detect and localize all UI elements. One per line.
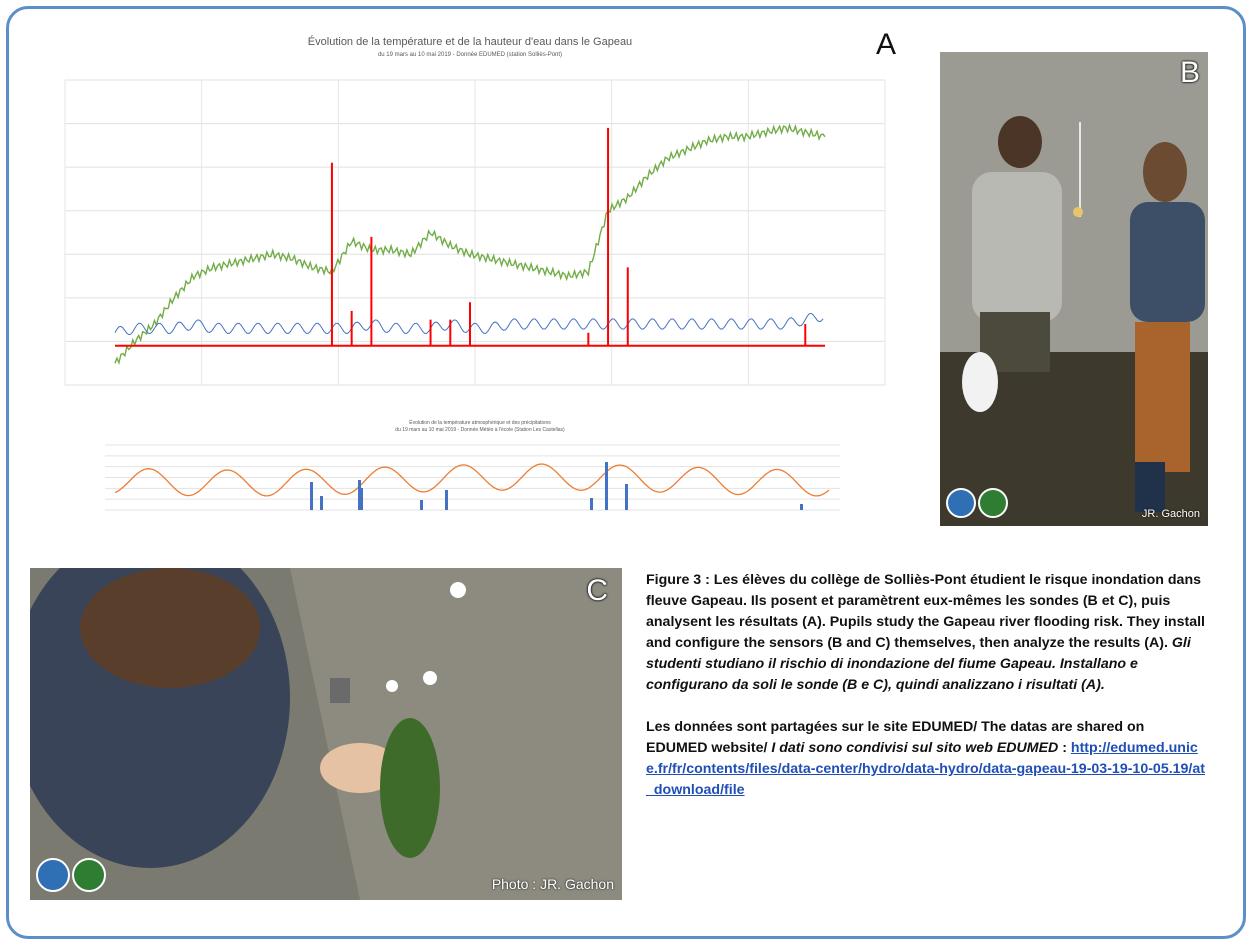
caption-paragraph: Figure 3 : Les élèves du collège de Soll… [646,570,1206,696]
photo-b-scene [940,52,1208,526]
chart-a-title: Évolution de la température et de la hau… [307,36,633,48]
chart-b-title: Évolution de la température atmosphériqu… [300,420,660,434]
chart-a [64,79,886,386]
edumed-logo [36,858,70,892]
panel-label-a: A [876,28,897,61]
caption-en: Pupils study the Gapeau river flooding r… [646,614,1205,651]
series-line-water-temperature [114,122,826,365]
precip-bar [420,500,423,510]
data-sharing-it: I dati sono condivisi sul sito web EDUME… [771,740,1059,756]
precip-bar [590,498,593,510]
edumed-logo [946,488,976,518]
photo-c: C Photo : JR. Gachon [30,568,622,900]
data-download-link[interactable]: http://edumed.unice.fr/fr/contents/files… [646,740,1205,798]
chart-b [105,444,840,511]
photo-b-credit: JR. Gachon [1141,508,1200,520]
caption-it: Gli studenti studiano il rischio di inon… [646,635,1191,693]
caption-fr: Figure 3 : Les élèves du collège de Soll… [646,572,1201,630]
photo-b: B JR. Gachon [940,52,1208,526]
panel-label-b: B [1179,56,1200,89]
precip-bar [310,482,313,510]
precip-bar [360,488,363,510]
precip-bar [445,490,448,510]
data-sharing-paragraph: Les données sont partagées sur le site E… [646,717,1206,801]
precip-bar [625,484,628,510]
panel-label-c: C [586,574,608,607]
partner-logo [978,488,1008,518]
chart-a-subtitle: du 19 mars au 10 mai 2019 - Donnée EDUME… [377,52,563,58]
figure-caption: Figure 3 : Les élèves du collège de Soll… [646,570,1206,822]
partner-logo [72,858,106,892]
precip-bar [358,480,361,510]
photo-c-credit: Photo : JR. Gachon [491,876,614,892]
precip-bar [800,504,803,510]
chart-b-title-line1: Évolution de la température atmosphériqu… [409,420,551,426]
photo-c-scene [30,568,622,900]
chart-b-title-line2: du 19 mars au 10 mai 2019 - Donnée Météo… [395,427,565,433]
series-line-air-temperature [114,463,830,497]
precip-bar [320,496,323,510]
data-sharing-sep: : [1058,740,1071,756]
precip-bar [605,462,608,510]
figure-frame [6,6,1246,939]
data-sharing-text: Les données sont partagées sur le site E… [646,719,1145,756]
